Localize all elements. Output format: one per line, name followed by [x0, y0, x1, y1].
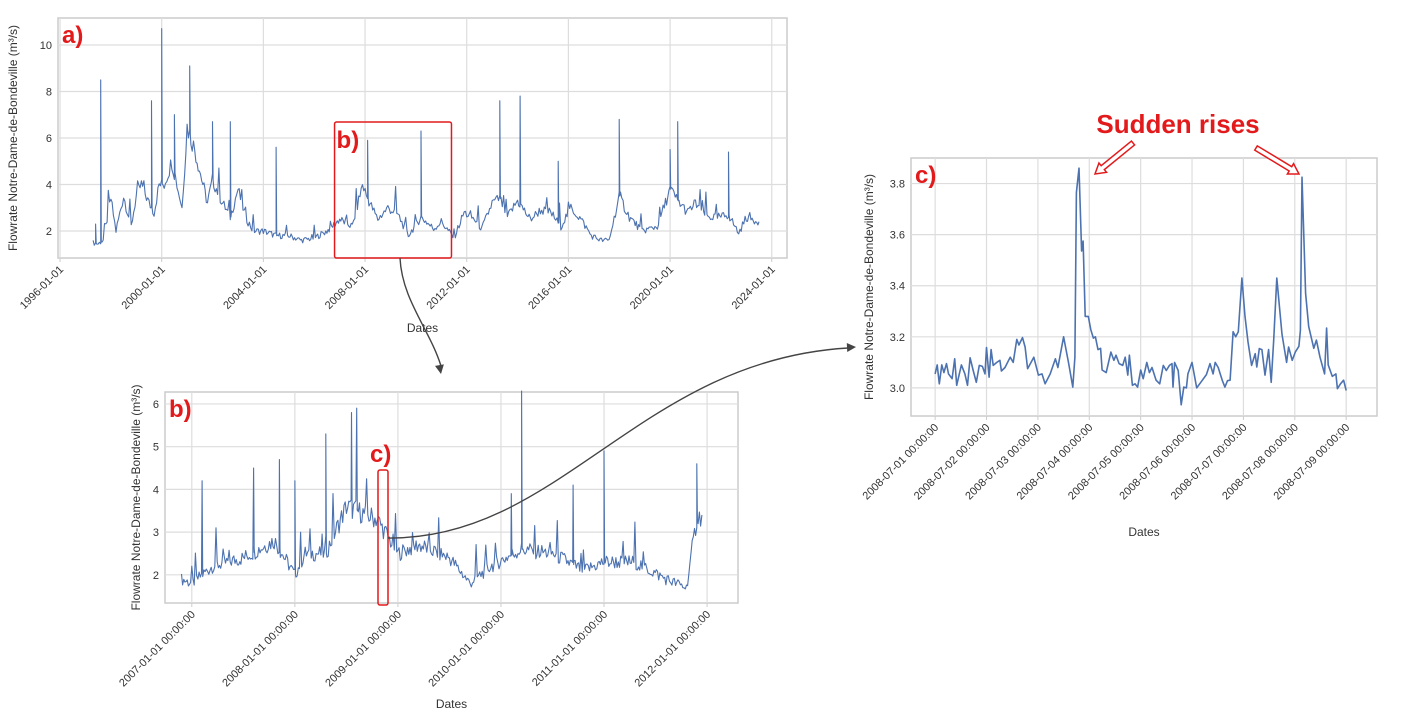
- y-tick-label: 4: [46, 180, 52, 192]
- x-tick-label: 2004-01-01: [221, 264, 269, 312]
- panel-label: c): [915, 162, 936, 189]
- plot-area: [164, 391, 739, 604]
- y-tick-label: 2: [46, 226, 52, 238]
- x-axis-label: Dates: [407, 321, 438, 335]
- arrowhead-icon: [846, 342, 856, 352]
- x-tick-label: 2020-01-01: [628, 264, 676, 312]
- x-tick-label: 2012-01-01 00:00:00: [632, 609, 713, 690]
- y-tick-label: 3.6: [890, 230, 905, 242]
- x-tick-label: 2012-01-01: [425, 264, 473, 312]
- panel-a: [57, 17, 788, 262]
- y-tick-label: 3: [153, 527, 159, 539]
- y-axis-label: Flowrate Notre-Dame-de-Bondeville (m³/s): [129, 384, 143, 610]
- highlight-label: b): [337, 127, 360, 154]
- x-tick-label: 2010-01-01 00:00:00: [426, 609, 507, 690]
- series-line: [92, 28, 760, 246]
- y-tick-label: 10: [40, 40, 52, 52]
- connector-a-to-b: [399, 257, 442, 367]
- y-axis-label: Flowrate Notre-Dame-de-Bondeville (m³/s): [6, 25, 20, 251]
- y-tick-label: 5: [153, 442, 159, 454]
- arrowhead-icon: [435, 364, 444, 374]
- panel-b: [164, 390, 739, 607]
- y-axis-label: Flowrate Notre-Dame-de-Bondeville (m³/s): [862, 174, 876, 400]
- x-tick-label: 2016-01-01: [526, 264, 574, 312]
- y-tick-label: 3.2: [890, 332, 905, 344]
- y-tick-label: 2: [153, 570, 159, 582]
- y-tick-label: 3.4: [890, 281, 905, 293]
- x-axis-label: Dates: [436, 697, 467, 711]
- x-tick-label: 2011-01-01 00:00:00: [530, 609, 610, 689]
- x-tick-label: 1996-01-01: [18, 264, 66, 312]
- x-axis-label: Dates: [1128, 525, 1159, 539]
- highlight-box: [333, 121, 453, 259]
- x-tick-label: 2008-01-01 00:00:00: [220, 609, 301, 690]
- y-tick-label: 8: [46, 86, 52, 98]
- highlight-label: c): [370, 441, 391, 468]
- y-tick-label: 4: [153, 484, 159, 496]
- y-tick-label: 3.8: [890, 179, 905, 191]
- highlight-box: [377, 469, 389, 606]
- panel-label: a): [62, 22, 83, 49]
- y-tick-label: 6: [153, 399, 159, 411]
- y-tick-label: 3.0: [890, 383, 905, 395]
- connector-b-to-c: [387, 347, 849, 539]
- series-line: [180, 390, 703, 590]
- x-tick-label: 2000-01-01: [120, 264, 168, 312]
- x-tick-label: 2007-01-01 00:00:00: [117, 609, 198, 690]
- series-line: [934, 167, 1347, 406]
- x-tick-label: 2008-01-01: [323, 264, 371, 312]
- x-tick-label: 2024-01-01: [730, 264, 778, 312]
- x-tick-label: 2009-01-01 00:00:00: [323, 609, 404, 690]
- panel-c: [910, 140, 1378, 420]
- annotation-text: Sudden rises: [1096, 109, 1259, 139]
- arrow-icon: [1093, 140, 1136, 175]
- arrow-icon: [1253, 144, 1301, 175]
- y-tick-label: 6: [46, 133, 52, 145]
- panel-label: b): [169, 396, 192, 423]
